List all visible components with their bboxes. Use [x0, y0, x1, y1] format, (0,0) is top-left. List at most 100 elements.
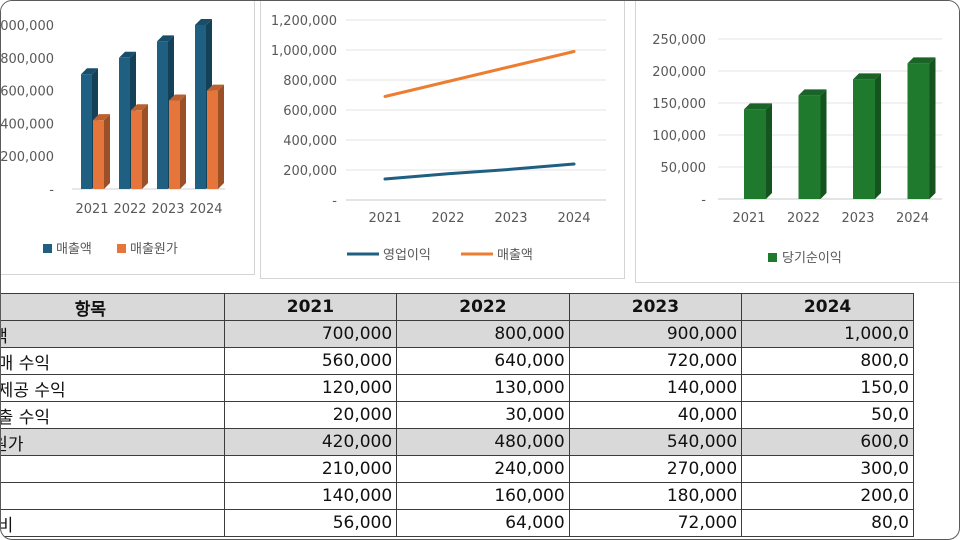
legend-label-cost: 매출원가	[130, 242, 178, 257]
table-cell[interactable]: 72,000	[568, 509, 743, 537]
net-income-chart-svg: - 50,000 100,000 150,000 200,000 250,000 2021 2…	[652, 33, 942, 266]
legend-swatch-revenue	[43, 244, 52, 253]
table-cell[interactable]: 900,000	[568, 320, 743, 348]
bar-cost-2021-top	[93, 114, 110, 121]
table-cell[interactable]: 640,000	[396, 347, 570, 375]
bar-revenue-2021	[81, 74, 92, 189]
table-cell[interactable]: 64,000	[396, 509, 570, 537]
bar-revenue-2022-top	[119, 51, 136, 58]
x-tick-label: 2021	[732, 211, 765, 226]
revenue-cost-chart[interactable]: - 200,000 400,000 600,000 800,000 000,000 2021…	[0, 1, 255, 275]
revenue-cost-chart-svg: - 200,000 400,000 600,000 800,000 000,000 2021…	[0, 19, 225, 257]
table-cell[interactable]: 50,0	[741, 401, 914, 429]
table-cell[interactable]: 300,0	[741, 455, 914, 483]
y-tick-label: 000,000	[0, 19, 54, 34]
table-cell[interactable]: 700,000	[223, 320, 398, 348]
series-line-revenue	[383, 50, 576, 98]
bar-net-income-2024-top	[907, 57, 936, 64]
table-cell[interactable]: 420,000	[223, 428, 398, 456]
y-tick-label: -	[332, 194, 337, 209]
x-tick-label: 2024	[557, 211, 590, 226]
bar-net-income-2024	[907, 63, 930, 199]
y-tick-label: 200,000	[283, 164, 337, 179]
income-line-chart[interactable]: - 200,000 400,000 600,000 800,000 1,000,000 1,…	[260, 1, 625, 279]
table-cell[interactable]: 210,000	[223, 455, 398, 483]
table-row: 비스 제공 수익 120,000 130,000 140,000 150,0	[1, 374, 914, 402]
row-label[interactable]: 조 경비	[1, 509, 225, 537]
table-cell[interactable]: 80,0	[741, 509, 914, 537]
row-label[interactable]: 매출액	[1, 320, 225, 348]
bar-net-income-2023	[853, 79, 875, 199]
table-row: 조 경비 56,000 64,000 72,000 80,0	[1, 509, 914, 537]
row-label[interactable]: 매출원가	[1, 428, 225, 456]
legend-label-operating-income: 영업이익	[383, 248, 431, 263]
y-tick-label: 400,000	[0, 117, 54, 132]
header-2024[interactable]: 2024	[741, 293, 914, 321]
row-label[interactable]: 품 판매 수익	[1, 347, 225, 375]
table-cell[interactable]: 150,0	[741, 374, 914, 402]
table-row: 무비 140,000 160,000 180,000 200,0	[1, 482, 914, 510]
x-tick-label: 2022	[113, 202, 146, 217]
table-cell[interactable]: 30,000	[396, 401, 570, 429]
row-label[interactable]: 무비	[1, 482, 225, 510]
y-tick-label: 600,000	[0, 85, 54, 100]
header-2022[interactable]: 2022	[396, 293, 570, 321]
table-cell[interactable]: 800,000	[396, 320, 570, 348]
table-cell[interactable]: 200,0	[741, 482, 914, 510]
y-tick-label: 200,000	[0, 150, 54, 165]
bar-cost-2021	[93, 120, 104, 189]
table-row: 료비 210,000 240,000 270,000 300,0	[1, 455, 914, 483]
table-cell[interactable]: 56,000	[223, 509, 398, 537]
table-row: 매출원가 420,000 480,000 540,000 600,0	[1, 428, 914, 456]
table-cell[interactable]: 140,000	[223, 482, 398, 510]
legend-label-net-income: 당기순이익	[782, 251, 842, 266]
y-tick-label: -	[49, 183, 54, 198]
row-label[interactable]: 비스 제공 수익	[1, 374, 225, 402]
legend-swatch-net-income	[768, 253, 777, 262]
table-cell[interactable]: 20,000	[223, 401, 398, 429]
legend-swatch-cost	[117, 244, 126, 253]
y-tick-label: 1,200,000	[271, 14, 337, 29]
net-income-chart[interactable]: - 50,000 100,000 150,000 200,000 250,000 2021 2…	[635, 1, 959, 283]
table-row: 매출액 700,000 800,000 900,000 1,000,0	[1, 320, 914, 348]
table-cell[interactable]: 40,000	[568, 401, 743, 429]
bar-net-income-2022	[798, 95, 821, 199]
y-tick-label: 200,000	[652, 65, 706, 80]
table-cell[interactable]: 600,0	[741, 428, 914, 456]
table-cell[interactable]: 160,000	[396, 482, 570, 510]
table-cell[interactable]: 240,000	[396, 455, 570, 483]
bar-net-income-2024-side	[929, 57, 936, 199]
header-2021[interactable]: 2021	[223, 293, 398, 321]
x-tick-label: 2023	[494, 211, 527, 226]
financial-table: 항목 2021 2022 2023 2024 매출액 700,000 800,0…	[1, 293, 914, 537]
bar-revenue-2024-top	[195, 19, 212, 25]
table-cell[interactable]: 270,000	[568, 455, 743, 483]
bar-net-income-2022-side	[820, 89, 827, 199]
bar-cost-2024-top	[207, 84, 224, 91]
table-cell[interactable]: 1,000,0	[741, 320, 914, 348]
header-2023[interactable]: 2023	[568, 293, 743, 321]
bar-net-income-2023-top	[853, 73, 881, 80]
bar-revenue-2022	[119, 57, 130, 189]
table-row: 타 매출 수익 20,000 30,000 40,000 50,0	[1, 401, 914, 429]
table-cell[interactable]: 720,000	[568, 347, 743, 375]
y-tick-label: 50,000	[661, 161, 707, 176]
table-cell[interactable]: 130,000	[396, 374, 570, 402]
bar-cost-2022	[131, 110, 142, 189]
bar-cost-2024	[207, 90, 218, 189]
table-cell[interactable]: 120,000	[223, 374, 398, 402]
table-row: 품 판매 수익 560,000 640,000 720,000 800,0	[1, 347, 914, 375]
bar-net-income-2021-side	[766, 103, 772, 199]
table-cell[interactable]: 540,000	[568, 428, 743, 456]
header-item[interactable]: 항목	[1, 293, 225, 321]
table-cell[interactable]: 140,000	[568, 374, 743, 402]
table-cell[interactable]: 480,000	[396, 428, 570, 456]
table-cell[interactable]: 800,0	[741, 347, 914, 375]
table-cell[interactable]: 560,000	[223, 347, 398, 375]
legend-label-revenue: 매출액	[56, 242, 92, 257]
row-label[interactable]: 료비	[1, 455, 225, 483]
x-tick-label: 2022	[787, 211, 820, 226]
row-label[interactable]: 타 매출 수익	[1, 401, 225, 429]
table-cell[interactable]: 180,000	[568, 482, 743, 510]
